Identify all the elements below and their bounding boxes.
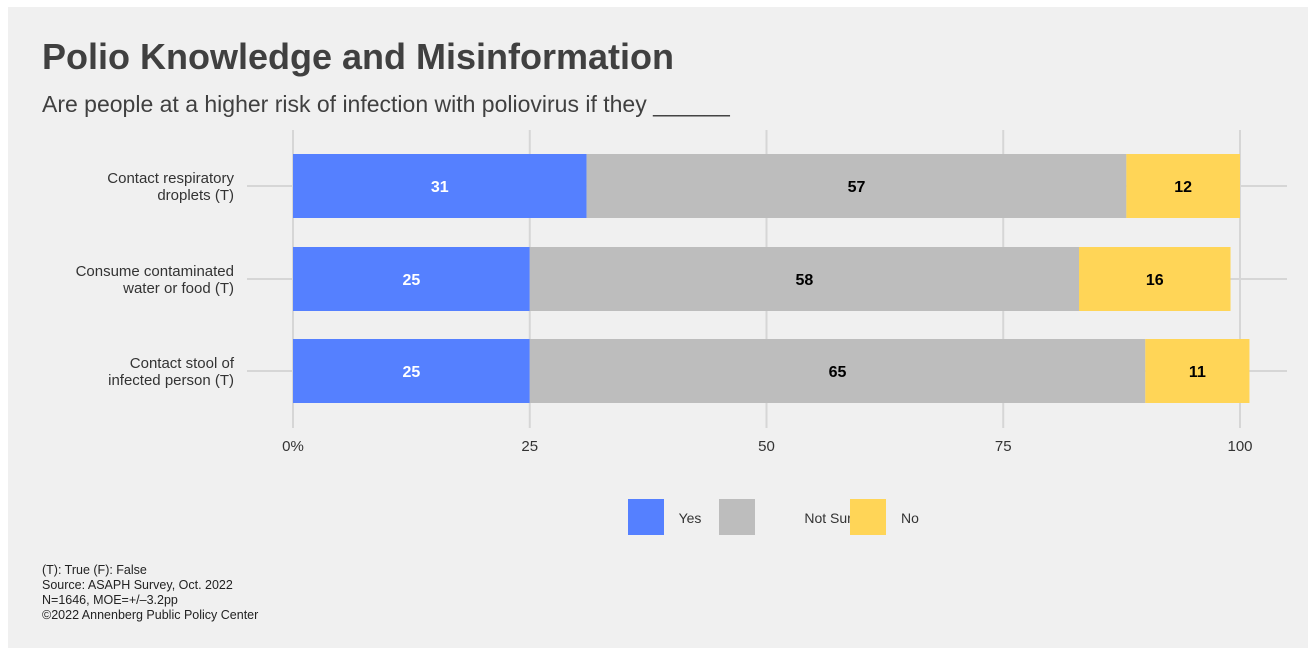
data-label: 16 <box>1146 272 1164 289</box>
chart-subtitle: Are people at a higher risk of infection… <box>42 91 730 117</box>
category-label: droplets (T) <box>157 187 234 204</box>
x-tick-label: 25 <box>521 438 538 455</box>
category-label: Contact stool of <box>130 355 235 372</box>
data-label: 25 <box>402 272 420 289</box>
data-label: 65 <box>829 364 847 381</box>
bar-not-sure <box>529 339 1146 403</box>
category-label: Contact respiratory <box>107 170 234 187</box>
bar-no <box>1126 154 1240 218</box>
chart-title: Polio Knowledge and Misinformation <box>42 36 675 77</box>
note-line: (T): True (F): False <box>42 563 147 577</box>
x-tick-label: 75 <box>995 438 1012 455</box>
data-label: 58 <box>795 272 813 289</box>
category-label: infected person (T) <box>108 372 234 389</box>
data-label: 31 <box>431 179 449 196</box>
bar-no <box>1079 247 1231 311</box>
bar-yes <box>293 339 530 403</box>
bar-yes <box>293 247 530 311</box>
note-line: Source: ASAPH Survey, Oct. 2022 <box>42 578 233 592</box>
bar-not-sure <box>586 154 1127 218</box>
chart-panel <box>8 7 1308 648</box>
chart-notes: (T): True (F): False Source: ASAPH Surve… <box>42 563 258 623</box>
data-label: 25 <box>402 364 420 381</box>
legend-swatch-yes <box>628 499 664 535</box>
legend-swatch-not-sure <box>719 499 755 535</box>
legend-label: Not Sure <box>804 510 859 526</box>
note-line: N=1646, MOE=+/–3.2pp <box>42 593 178 607</box>
data-label: 11 <box>1189 364 1206 381</box>
bar-not-sure <box>529 247 1080 311</box>
legend-swatch-no <box>850 499 886 535</box>
legend-label: No <box>901 510 919 526</box>
legend-label: Yes <box>679 510 702 526</box>
bar-yes <box>293 154 587 218</box>
x-tick-label: 50 <box>758 438 775 455</box>
category-label: Consume contaminated <box>76 263 234 280</box>
data-label: 57 <box>848 179 866 196</box>
x-tick-label: 100 <box>1227 438 1252 455</box>
category-label: water or food (T) <box>122 280 234 297</box>
x-tick-label: 0% <box>282 438 304 455</box>
note-line: ©2022 Annenberg Public Policy Center <box>42 608 259 622</box>
bar-no <box>1145 339 1250 403</box>
data-label: 12 <box>1174 179 1192 196</box>
